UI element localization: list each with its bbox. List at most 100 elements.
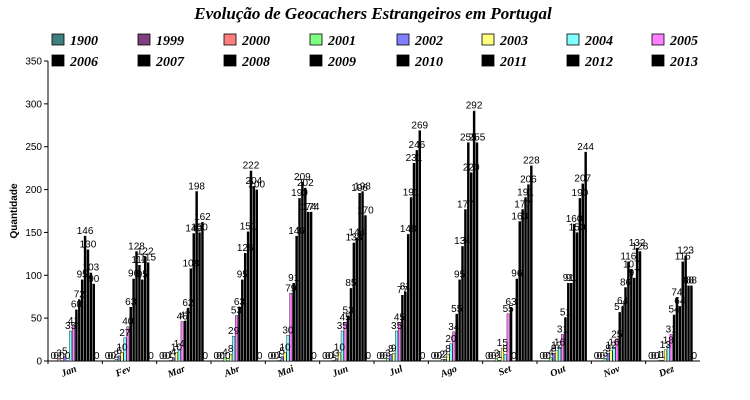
- bar-Nov-2005: [615, 339, 619, 362]
- data-label-Mar-2001: 1: [168, 350, 174, 361]
- data-label-Ago-1999: 0: [434, 351, 440, 362]
- data-label-Mar-2002: 4: [171, 348, 177, 359]
- data-label-Abr-2012: 200: [248, 180, 265, 191]
- data-label-Out-2002: 9: [551, 343, 557, 354]
- legend-swatch-1900: [51, 33, 65, 46]
- bar-Out-2009: [572, 223, 576, 361]
- data-label-Abr-2004: 29: [228, 326, 240, 337]
- data-label-Mar-2010: 198: [188, 181, 205, 192]
- bar-Fev-2002: [117, 355, 121, 362]
- data-label-Abr-2008: 126: [237, 243, 254, 254]
- legend-swatch-2011: [481, 54, 495, 67]
- bar-Out-2004: [558, 347, 562, 362]
- data-label-Nov-2001: 3: [602, 348, 608, 359]
- data-label-Abr-1999: 0: [216, 351, 222, 362]
- data-label-Abr-2000: 0: [219, 351, 225, 362]
- bar-Out-2003: [555, 350, 559, 362]
- bar-Out-2013: [584, 151, 587, 361]
- bar-Nov-2012: [635, 247, 639, 361]
- data-label-Set-2007: 0: [511, 351, 517, 362]
- bar-Mai-2010: [304, 187, 307, 361]
- bar-Jul-2010: [412, 163, 416, 361]
- bar-Dez-2010: [684, 255, 687, 361]
- bar-Abr-2001: [223, 357, 227, 362]
- data-label-Set-2002: 1: [497, 350, 503, 361]
- x-tick-label-Jul: Jul: [387, 364, 405, 380]
- bar-Mar-2003: [174, 352, 178, 362]
- data-label-Out-2013: 244: [577, 142, 594, 153]
- data-label-Nov-2011: 97: [629, 268, 641, 279]
- bar-Fev-2012: [146, 262, 150, 361]
- data-label-Nov-1999: 0: [597, 351, 603, 362]
- bar-Set-2005: [506, 313, 510, 362]
- data-label-Jul-2006: 77: [397, 285, 409, 296]
- bar-Nov-2006: [618, 312, 621, 361]
- bar-Dez-2002: [661, 359, 664, 362]
- data-label-Abr-2007: 95: [237, 270, 249, 281]
- legend-swatch-2010: [396, 54, 410, 67]
- bar-Jun-2006: [346, 315, 350, 361]
- data-label-Abr-2003: 8: [228, 344, 234, 355]
- bar-Fev-2004: [123, 337, 127, 362]
- bar-Fev-2010: [141, 279, 144, 361]
- data-label-Mar-2009: 149: [185, 223, 202, 234]
- data-label-Fev-2012: 115: [140, 252, 156, 263]
- data-label-Mar-1999: 0: [162, 351, 168, 362]
- bar-Abr-2003: [229, 353, 233, 362]
- legend-swatch-2013: [651, 54, 665, 67]
- data-label-Mai-2000: 0: [274, 351, 280, 362]
- data-label-Nov-2000: 0: [600, 351, 606, 362]
- data-label-Fev-2000: 0: [111, 351, 117, 362]
- data-label-Set-2004: 8: [502, 344, 508, 355]
- data-label-Nov-2013: 128: [632, 241, 649, 252]
- bar-Nov-2003: [609, 350, 613, 362]
- legend-swatch-2009: [309, 54, 323, 67]
- data-label-Mar-2006: 47: [179, 311, 191, 322]
- data-label-Jan-2008: 95: [77, 270, 89, 281]
- data-label-Dez-1999: 0: [651, 351, 657, 362]
- data-label-Abr-2001: 4: [222, 348, 228, 359]
- data-label-Mar-2011: 150: [191, 222, 208, 233]
- legend-swatch-2004: [566, 33, 580, 46]
- data-label-Mai-2005: 79: [285, 283, 297, 294]
- data-label-Dez-2010: 123: [677, 246, 694, 257]
- data-label-Mai-2010: 202: [297, 178, 314, 189]
- bar-Jul-2005: [398, 322, 401, 362]
- data-label-Jan-2003: 0: [65, 351, 71, 362]
- data-label-Dez-2002: 1: [660, 350, 666, 361]
- bar-Dez-2003: [663, 349, 667, 362]
- bar-Jun-2007: [349, 288, 353, 361]
- bar-Abr-2011: [252, 186, 256, 361]
- legend-label-2007: 2007: [155, 55, 185, 70]
- legend-label-2003: 2003: [499, 34, 528, 49]
- data-label-Jul-2009: 191: [403, 187, 420, 198]
- bar-Mar-2006: [183, 320, 187, 361]
- data-label-Jan-2007: 72: [74, 289, 86, 300]
- bar-Dez-2006: [672, 314, 676, 361]
- data-label-Ago-2012: 292: [466, 101, 483, 112]
- data-label-Fev-2004: 27: [119, 328, 131, 339]
- data-label-Jun-2004: 35: [337, 321, 349, 332]
- data-label-Out-2009: 160: [566, 214, 583, 225]
- x-tick-label-Mai: Mai: [275, 364, 296, 381]
- bar-Out-2011: [578, 198, 582, 361]
- bar-Nov-2008: [624, 287, 627, 361]
- bar-Dez-2009: [681, 261, 684, 361]
- data-label-Ago-2002: 2: [442, 349, 448, 360]
- legend-swatch-2012: [566, 54, 580, 67]
- data-label-Jun-2007: 85: [345, 278, 357, 289]
- data-label-Ago-2010: 255: [460, 132, 477, 143]
- bar-Jan-2002: [63, 356, 67, 362]
- data-label-Abr-2011: 204: [246, 176, 263, 187]
- data-label-Nov-2004: 16: [608, 337, 620, 348]
- data-label-Dez-2013: 0: [692, 351, 698, 362]
- x-tick-label-Out: Out: [549, 363, 569, 379]
- bar-Ago-2003: [446, 353, 450, 362]
- bar-Mar-2009: [192, 233, 195, 361]
- bar-Jan-2011: [89, 272, 93, 361]
- data-label-Jan-2011: 103: [83, 263, 100, 274]
- data-label-Out-2010: 150: [569, 222, 586, 233]
- data-label-Ago-2011: 220: [463, 162, 480, 173]
- bar-Mar-2004: [177, 348, 181, 362]
- bar-Abr-2005: [235, 315, 238, 362]
